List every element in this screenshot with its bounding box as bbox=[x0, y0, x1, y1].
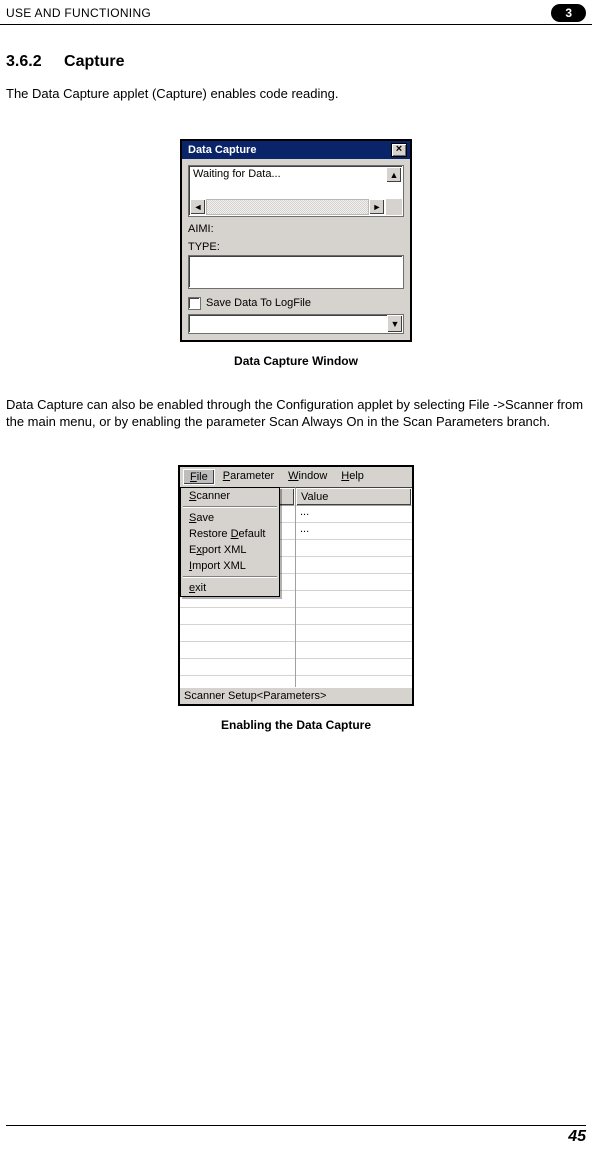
page-number: 45 bbox=[568, 1128, 586, 1145]
value-col-header: Value bbox=[296, 488, 412, 506]
menubar: File Parameter Window Help bbox=[180, 467, 412, 487]
intro-paragraph: The Data Capture applet (Capture) enable… bbox=[6, 85, 586, 103]
table-row bbox=[180, 625, 295, 642]
menu-item-import[interactable]: Import XML bbox=[181, 558, 279, 574]
menu-separator bbox=[183, 576, 277, 578]
aimi-label: AIMI: bbox=[188, 223, 404, 235]
table-row bbox=[180, 642, 295, 659]
logfile-combo[interactable]: ▼ bbox=[188, 314, 404, 334]
page-footer: 45 bbox=[6, 1125, 586, 1146]
menu-separator bbox=[183, 506, 277, 508]
save-log-checkbox-row[interactable]: Save Data To LogFile bbox=[188, 297, 404, 310]
waiting-text: Waiting for Data... bbox=[193, 168, 281, 180]
table-row bbox=[296, 659, 412, 676]
menu-item-scanner[interactable]: Scanner bbox=[181, 488, 279, 504]
page-header: USE AND FUNCTIONING 3 bbox=[0, 0, 592, 25]
section-number: 3.6.2 bbox=[6, 53, 42, 71]
titlebar: Data Capture × bbox=[182, 141, 410, 159]
menu-item-save[interactable]: Save bbox=[181, 510, 279, 526]
scroll-up-button[interactable]: ▲ bbox=[386, 167, 402, 183]
table-row: ... bbox=[296, 506, 412, 523]
table-row bbox=[296, 642, 412, 659]
table-row bbox=[296, 625, 412, 642]
scroll-right-button[interactable]: ► bbox=[369, 199, 385, 215]
file-dropdown: Scanner Save Restore Default Export XML … bbox=[180, 487, 280, 597]
type-field[interactable] bbox=[188, 255, 404, 289]
menu-item-export[interactable]: Export XML bbox=[181, 542, 279, 558]
menu-parameter[interactable]: Parameter bbox=[217, 469, 280, 485]
save-log-checkbox[interactable] bbox=[188, 297, 201, 310]
table-row bbox=[296, 591, 412, 608]
dc-caption: Data Capture Window bbox=[6, 354, 586, 368]
config-window: File Parameter Window Help bbox=[178, 465, 414, 706]
data-capture-window: Data Capture × Waiting for Data... ▲ ◄ ►… bbox=[180, 139, 412, 342]
chapter-badge: 3 bbox=[551, 4, 586, 22]
menu-item-restore[interactable]: Restore Default bbox=[181, 526, 279, 542]
status-bar: Scanner Setup<Parameters> bbox=[180, 687, 412, 704]
config-paragraph: Data Capture can also be enabled through… bbox=[6, 396, 586, 431]
scroll-corner bbox=[386, 199, 402, 215]
right-column: Value ... ... bbox=[296, 487, 412, 687]
save-log-label: Save Data To LogFile bbox=[206, 297, 311, 309]
menu-help[interactable]: Help bbox=[335, 469, 370, 485]
close-button[interactable]: × bbox=[391, 143, 407, 157]
menu-item-exit[interactable]: exit bbox=[181, 580, 279, 596]
menu-file[interactable]: File bbox=[183, 469, 215, 485]
combo-text[interactable] bbox=[189, 315, 387, 333]
window-title: Data Capture bbox=[188, 144, 256, 156]
h-scrollbar[interactable]: ◄ ► bbox=[190, 199, 385, 215]
scroll-left-button[interactable]: ◄ bbox=[190, 199, 206, 215]
data-textarea[interactable]: Waiting for Data... ▲ ◄ ► bbox=[188, 165, 404, 217]
section-heading: 3.6.2 Capture bbox=[6, 53, 586, 71]
table-row bbox=[296, 574, 412, 591]
menu-window[interactable]: Window bbox=[282, 469, 333, 485]
section-title: Capture bbox=[64, 53, 124, 71]
combo-dropdown-button[interactable]: ▼ bbox=[387, 315, 403, 333]
table-row bbox=[296, 608, 412, 625]
fm-caption: Enabling the Data Capture bbox=[6, 718, 586, 732]
table-row bbox=[296, 557, 412, 574]
header-title: USE AND FUNCTIONING bbox=[6, 6, 151, 20]
scroll-track[interactable] bbox=[206, 199, 369, 215]
table-row bbox=[180, 659, 295, 676]
table-row bbox=[296, 540, 412, 557]
table-row: ... bbox=[296, 523, 412, 540]
type-label: TYPE: bbox=[188, 241, 404, 253]
table-row bbox=[180, 608, 295, 625]
